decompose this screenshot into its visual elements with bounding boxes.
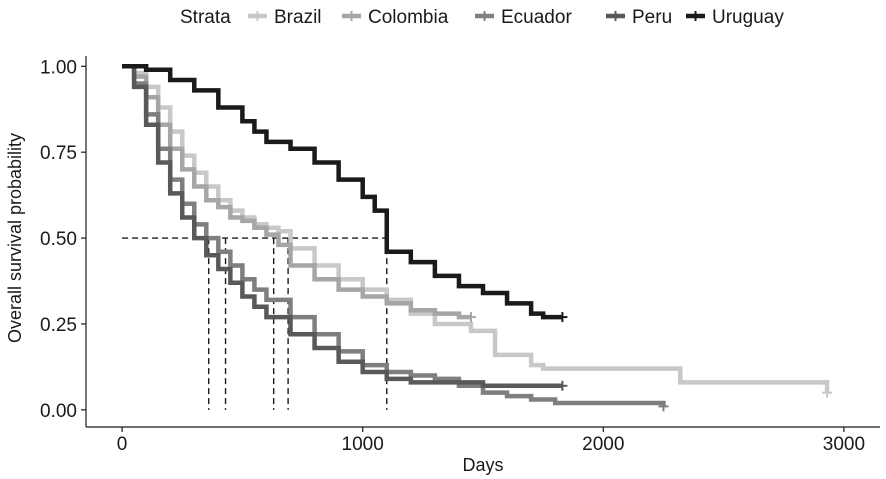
y-tick-label: 0.50 bbox=[40, 229, 77, 250]
legend-title: Strata bbox=[180, 7, 231, 28]
x-axis-title: Days bbox=[462, 455, 503, 475]
x-tick-label: 0 bbox=[117, 434, 128, 455]
y-axis-ticks: 0.00 0.25 0.50 0.75 1.00 bbox=[40, 57, 86, 422]
y-tick-label: 0.00 bbox=[40, 401, 77, 422]
series-line-ecuador bbox=[122, 64, 666, 407]
series-lines bbox=[122, 64, 833, 412]
y-tick-label: 1.00 bbox=[40, 57, 77, 78]
series-line-brazil bbox=[122, 64, 830, 393]
legend-label-brazil: Brazil bbox=[274, 7, 322, 28]
series-line-uruguay bbox=[122, 64, 563, 320]
median-lines bbox=[122, 237, 388, 410]
x-tick-label: 2000 bbox=[582, 434, 624, 455]
x-tick-label: 1000 bbox=[342, 434, 384, 455]
y-tick-label: 0.75 bbox=[40, 143, 77, 164]
legend: Strata Brazil Colombia Ecuador Peru Uruguay bbox=[180, 7, 784, 28]
legend-label-peru: Peru bbox=[632, 7, 672, 28]
series-line-peru bbox=[122, 64, 563, 389]
x-tick-label: 3000 bbox=[823, 434, 865, 455]
plot-area: 0.00 0.25 0.50 0.75 1.00 0 1000 2000 3000 bbox=[40, 56, 880, 455]
y-tick-label: 0.25 bbox=[40, 315, 77, 336]
series-line-colombia bbox=[122, 64, 471, 320]
legend-label-uruguay: Uruguay bbox=[712, 7, 784, 28]
legend-label-colombia: Colombia bbox=[368, 7, 449, 28]
y-axis-title: Overall survival probability bbox=[5, 133, 25, 343]
x-axis-ticks: 0 1000 2000 3000 bbox=[117, 427, 865, 455]
legend-label-ecuador: Ecuador bbox=[501, 7, 572, 28]
